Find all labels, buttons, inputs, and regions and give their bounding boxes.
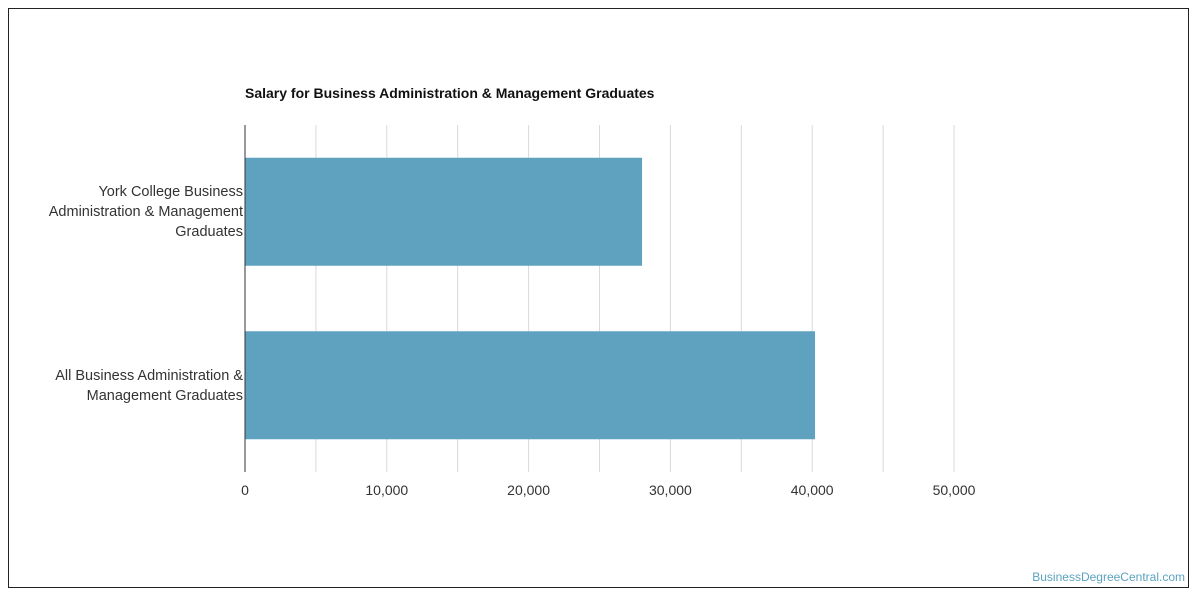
x-tick-label: 50,000	[932, 482, 976, 498]
bar-1	[245, 331, 816, 440]
x-tick-label: 20,000	[507, 482, 551, 498]
x-tick-label: 0	[241, 482, 249, 498]
chart-title: Salary for Business Administration & Man…	[245, 85, 655, 101]
category-label-all-graduates: All Business Administration & Management…	[55, 368, 243, 404]
x-tick-label: 30,000	[648, 482, 692, 498]
site-watermark[interactable]: BusinessDegreeCentral.com	[1032, 570, 1185, 584]
category-label-york-college: York College Business Administration & M…	[48, 184, 243, 240]
x-tick-label: 40,000	[790, 482, 834, 498]
x-tick-label: 10,000	[365, 482, 409, 498]
chart-frame	[8, 8, 1189, 588]
bar-0	[245, 157, 643, 266]
